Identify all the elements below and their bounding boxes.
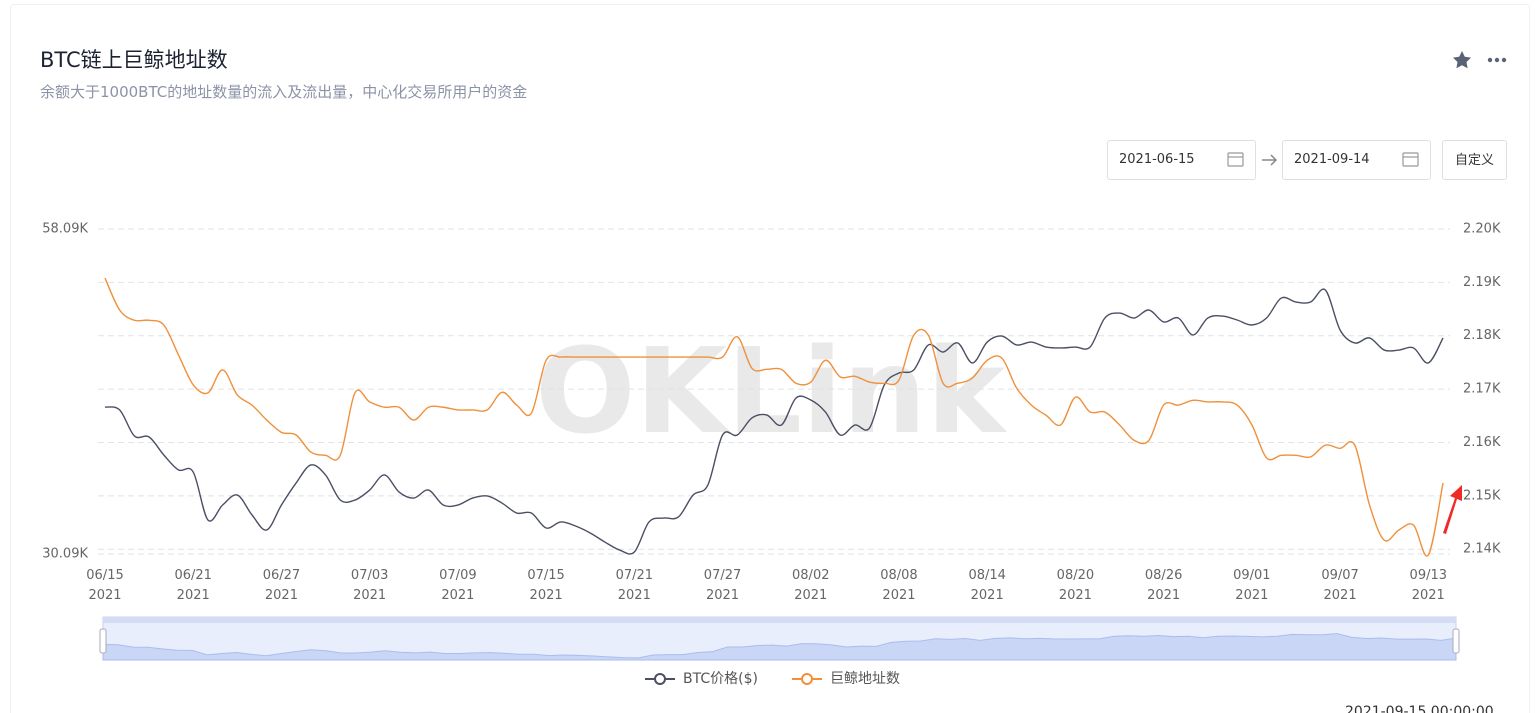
y2-tick-label: 2.15K <box>1463 488 1501 503</box>
x-tick-label: 08/08 2021 <box>880 568 918 603</box>
x-tick-label: 09/13 2021 <box>1409 568 1448 603</box>
x-tick-label: 08/14 2021 <box>968 568 1006 603</box>
y2-tick-label: 2.20K <box>1463 222 1501 237</box>
x-tick-label: 06/27 2021 <box>262 568 301 603</box>
series-line <box>104 288 1444 555</box>
x-tick-label: 09/01 2021 <box>1233 568 1271 603</box>
title: BTC链上巨鲸地址数 <box>40 48 228 72</box>
legend-marker <box>654 673 666 685</box>
zoom-handle[interactable] <box>1452 628 1460 654</box>
zoom-handle[interactable] <box>99 628 107 654</box>
start-date[interactable]: 2021-06-15 <box>1107 140 1256 180</box>
x-tick-label: 08/20 2021 <box>1056 568 1095 603</box>
x-tick-label: 07/15 2021 <box>527 568 565 603</box>
annotation-arrow <box>1443 485 1462 534</box>
watermark: OKLink <box>535 322 1007 460</box>
x-tick-label: 06/21 2021 <box>174 568 212 603</box>
legend-label: BTC价格($) <box>683 671 758 687</box>
range-arrow <box>1262 154 1278 166</box>
legend-label: 巨鲸地址数 <box>830 671 900 687</box>
y2-tick-label: 2.17K <box>1463 382 1501 397</box>
x-tick-label: 07/09 2021 <box>439 568 477 603</box>
star-icon[interactable] <box>1453 51 1471 69</box>
timestamp: 2021-09-15 00:00:00 <box>1345 704 1494 713</box>
date-icon <box>1227 152 1419 167</box>
legend-marker <box>801 673 813 685</box>
end-date[interactable]: 2021-09-14 <box>1282 140 1431 180</box>
x-tick-label: 08/26 2021 <box>1144 568 1183 603</box>
x-tick-label: 09/07 2021 <box>1321 568 1359 603</box>
y2-tick-label: 2.18K <box>1463 328 1501 343</box>
y-tick-label: 58.09K <box>42 222 88 237</box>
x-tick-label: 07/27 2021 <box>703 568 742 603</box>
card <box>10 4 1530 713</box>
x-tick-label: 06/15 2021 <box>86 568 124 603</box>
y2-tick-label: 2.16K <box>1463 435 1501 450</box>
y2-tick-label: 2.19K <box>1463 275 1501 290</box>
y-tick-label: 30.09K <box>42 547 88 562</box>
x-tick-label: 08/02 2021 <box>792 568 830 603</box>
subtitle: 余额大于1000BTC的地址数量的流入及流出量，中心化交易所用户的资金 <box>40 83 528 101</box>
y2-tick-label: 2.14K <box>1463 542 1501 557</box>
series-line <box>104 277 1444 557</box>
custom-button[interactable]: 自定义 <box>1442 140 1507 180</box>
x-tick-label: 07/03 2021 <box>350 568 389 603</box>
x-tick-label: 07/21 2021 <box>615 568 654 603</box>
more-icon[interactable] <box>1487 57 1507 63</box>
zoom-bar <box>103 617 1456 623</box>
zoom-preview <box>102 633 1457 661</box>
